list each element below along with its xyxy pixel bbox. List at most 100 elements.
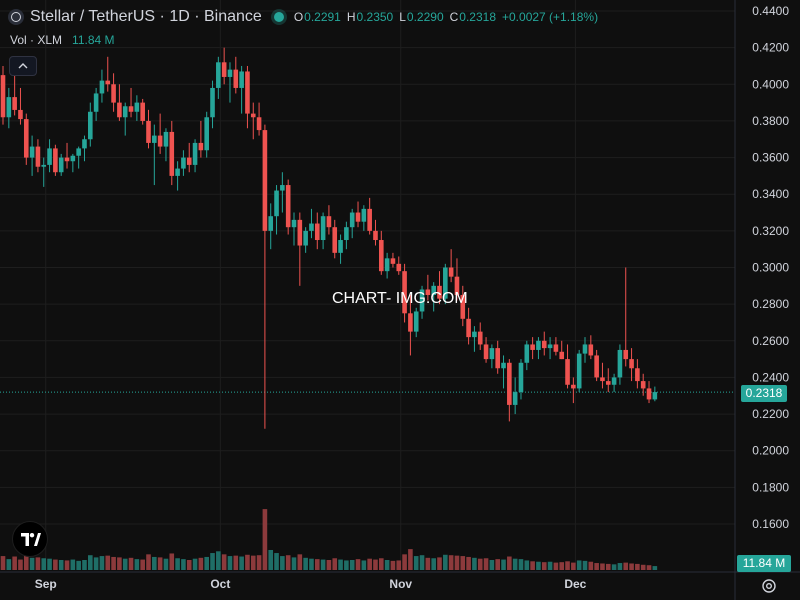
candle[interactable] (70, 153, 76, 173)
candle[interactable] (443, 263, 448, 305)
candle[interactable] (47, 139, 52, 173)
candle[interactable] (111, 73, 116, 112)
candle[interactable] (565, 344, 570, 389)
candle[interactable] (361, 205, 367, 231)
candle[interactable] (128, 87, 134, 118)
candle[interactable] (274, 185, 279, 235)
collapse-legend-button[interactable] (9, 56, 37, 76)
candle[interactable] (239, 65, 244, 114)
candle[interactable] (489, 344, 495, 369)
candle[interactable] (291, 212, 297, 246)
candle[interactable] (233, 56, 239, 94)
candle[interactable] (512, 377, 518, 415)
candle[interactable] (553, 337, 559, 356)
candle[interactable] (495, 340, 500, 374)
candle[interactable] (41, 157, 47, 187)
candle[interactable] (477, 322, 483, 350)
candle[interactable] (629, 348, 634, 382)
candle[interactable] (413, 307, 419, 338)
candle[interactable] (646, 381, 652, 404)
candle[interactable] (582, 337, 588, 363)
candle[interactable] (146, 109, 151, 149)
candle[interactable] (29, 135, 35, 176)
candle[interactable] (12, 75, 17, 116)
candle[interactable] (466, 307, 471, 345)
candle[interactable] (163, 128, 169, 162)
tradingview-logo-icon[interactable] (12, 521, 48, 557)
candle[interactable] (373, 219, 378, 246)
candle[interactable] (192, 139, 198, 173)
candle[interactable] (454, 258, 460, 301)
candle[interactable] (256, 102, 262, 136)
candle[interactable] (53, 144, 58, 176)
candle[interactable] (530, 337, 535, 360)
candle[interactable] (186, 142, 192, 173)
candle[interactable] (349, 208, 355, 239)
candle[interactable] (227, 62, 233, 103)
candle[interactable] (390, 252, 396, 268)
candle[interactable] (140, 98, 145, 125)
candle[interactable] (88, 102, 93, 147)
candle[interactable] (314, 212, 320, 250)
candle[interactable] (157, 113, 163, 154)
candle[interactable] (204, 111, 209, 158)
candle[interactable] (210, 80, 215, 129)
candle[interactable] (93, 87, 99, 121)
candle[interactable] (23, 113, 29, 165)
candle[interactable] (344, 221, 349, 250)
candle[interactable] (76, 146, 81, 169)
candle[interactable] (303, 227, 308, 253)
candle[interactable] (280, 172, 285, 213)
candle[interactable] (105, 56, 111, 92)
candle[interactable] (367, 197, 372, 235)
candle[interactable] (617, 344, 623, 385)
candle[interactable] (448, 249, 454, 283)
candle[interactable] (402, 263, 407, 323)
candle[interactable] (320, 212, 326, 250)
candle[interactable] (64, 142, 70, 169)
candle[interactable] (326, 205, 332, 235)
candle[interactable] (547, 337, 553, 360)
candle[interactable] (285, 179, 291, 235)
candle[interactable] (652, 386, 658, 402)
candle[interactable] (82, 135, 87, 162)
candle[interactable] (501, 355, 506, 389)
candle[interactable] (245, 65, 250, 129)
candle[interactable] (623, 267, 629, 367)
candle[interactable] (472, 326, 477, 352)
candle[interactable] (635, 359, 640, 389)
candle[interactable] (297, 212, 303, 286)
candle[interactable] (594, 349, 599, 382)
candle[interactable] (588, 335, 594, 360)
candle[interactable] (58, 153, 64, 176)
candle[interactable] (524, 340, 530, 371)
price-axis[interactable]: 0.4400 0.4200 0.4000 0.3800 0.3600 0.3400 0.32… (735, 0, 800, 600)
candle[interactable] (268, 203, 274, 250)
candle[interactable] (216, 56, 221, 99)
candle[interactable] (384, 252, 390, 279)
candle[interactable] (437, 271, 442, 305)
candle[interactable] (332, 219, 338, 259)
candle[interactable] (431, 282, 436, 312)
candle[interactable] (559, 340, 565, 360)
candle[interactable] (6, 87, 12, 129)
volume-legend-label[interactable]: Vol · XLM (10, 33, 63, 47)
candle[interactable] (379, 230, 384, 275)
candle[interactable] (640, 373, 646, 396)
candle[interactable] (600, 362, 605, 389)
candle[interactable] (419, 285, 425, 319)
candle[interactable] (221, 47, 227, 85)
candle[interactable] (611, 373, 617, 393)
candle[interactable] (571, 377, 576, 404)
candle[interactable] (35, 139, 41, 173)
settings-gear-icon[interactable] (760, 577, 778, 595)
candle[interactable] (181, 150, 186, 176)
candle[interactable] (117, 84, 122, 121)
candle[interactable] (507, 359, 512, 422)
candle[interactable] (460, 285, 466, 327)
candle[interactable] (0, 65, 6, 125)
candle[interactable] (425, 274, 431, 301)
candle[interactable] (122, 102, 128, 136)
